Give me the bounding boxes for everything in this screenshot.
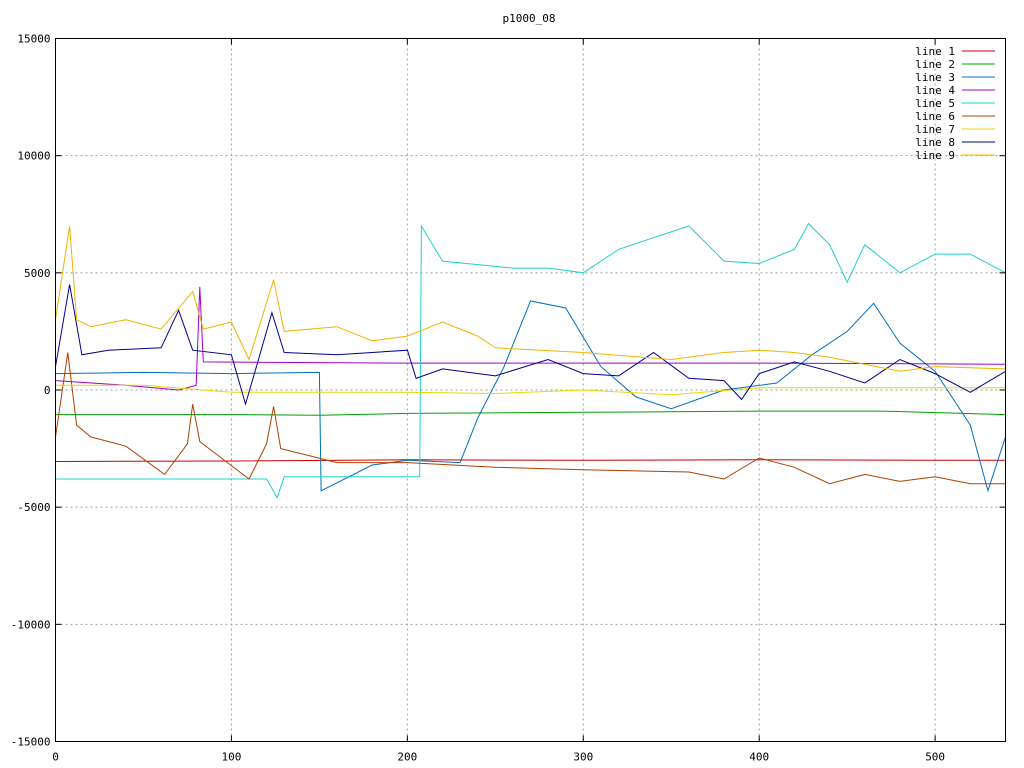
legend-label-3: line 3 xyxy=(915,71,955,84)
x-tick-label: 100 xyxy=(221,751,241,764)
series-line-5 xyxy=(55,222,1006,500)
series-line-2 xyxy=(55,410,1006,416)
x-tick-label: 0 xyxy=(52,751,59,764)
series-line-3 xyxy=(55,300,1006,493)
legend-label-2: line 2 xyxy=(915,58,955,71)
x-tick-label: 300 xyxy=(573,751,593,764)
series-line-9 xyxy=(55,225,1006,372)
legend-label-9: line 9 xyxy=(915,149,955,162)
y-tick-label: -10000 xyxy=(11,618,51,631)
y-tick-label: 10000 xyxy=(17,150,50,163)
series-line-1 xyxy=(55,459,1006,462)
y-axis: -15000 -10000 -5000 0 5000 10000 15000 xyxy=(11,33,1006,749)
series-line-6 xyxy=(55,352,1006,485)
legend-label-4: line 4 xyxy=(915,84,955,97)
x-tick-label: 500 xyxy=(925,751,945,764)
legend-label-1: line 1 xyxy=(915,45,955,58)
legend-label-5: line 5 xyxy=(915,97,955,110)
series-line-8 xyxy=(55,284,1006,406)
grid-lines xyxy=(55,38,1006,742)
x-tick-label: 200 xyxy=(397,751,417,764)
x-axis: 0 100 200 300 400 500 xyxy=(52,38,945,764)
y-tick-label: 15000 xyxy=(17,33,50,46)
x-tick-label: 400 xyxy=(749,751,769,764)
legend-label-7: line 7 xyxy=(915,123,955,136)
series-line-7 xyxy=(55,384,1006,396)
chart-title: p1000_08 xyxy=(503,12,556,25)
series-lines xyxy=(55,222,1006,500)
legend-label-6: line 6 xyxy=(915,110,955,123)
legend-label-8: line 8 xyxy=(915,136,955,149)
y-tick-label: 0 xyxy=(44,384,51,397)
y-tick-label: 5000 xyxy=(24,267,51,280)
y-tick-label: -5000 xyxy=(17,501,50,514)
y-tick-label: -15000 xyxy=(11,736,51,749)
